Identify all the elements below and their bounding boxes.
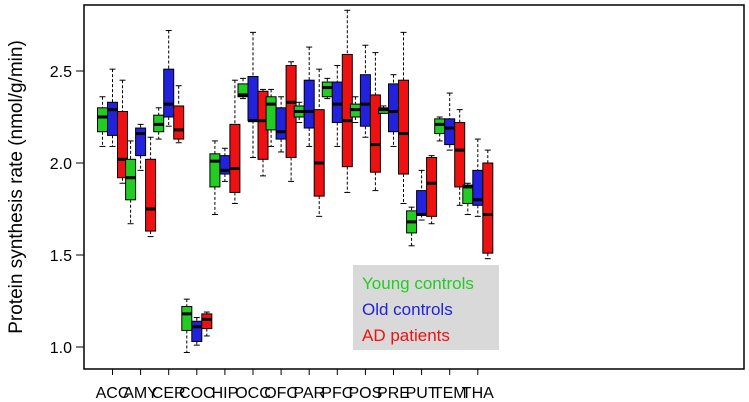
box-old-coc	[191, 317, 203, 346]
x-tick-label: ACC	[96, 385, 130, 402]
x-tick-label: THA	[462, 385, 494, 402]
box-young-coc	[181, 298, 193, 354]
x-tick-label: CER	[152, 385, 186, 402]
box-ad-tha	[482, 149, 494, 260]
y-tick-label: 1.5	[50, 248, 72, 265]
group-pre	[378, 31, 409, 204]
box-young-put	[406, 206, 418, 247]
y-tick-label: 2.5	[50, 64, 72, 81]
box-body	[369, 94, 381, 173]
x-tick-label: TEM	[433, 385, 467, 402]
box-body	[359, 74, 371, 127]
legend-entry-young: Young controls	[362, 274, 474, 293]
box-ad-amy	[145, 136, 157, 238]
y-tick-label: 2.0	[50, 156, 72, 173]
box-ad-put	[426, 155, 438, 225]
box-young-cer	[153, 107, 165, 140]
group-pfc	[321, 9, 353, 193]
x-tick-label: OFC	[264, 385, 298, 402]
box-body	[303, 79, 315, 129]
box-body	[97, 107, 108, 133]
box-body	[444, 118, 456, 146]
y-axis-label: Protein synthesis rate (nmol/g/min)	[6, 40, 27, 334]
box-body	[313, 109, 325, 197]
box-young-acc	[97, 96, 108, 147]
group-cer	[153, 30, 185, 144]
box-body	[191, 320, 203, 342]
box-body	[209, 153, 221, 188]
box-body	[201, 313, 213, 330]
box-body	[426, 156, 438, 217]
box-body	[398, 79, 409, 175]
box-groups	[97, 9, 494, 354]
box-body	[247, 76, 259, 122]
y-tick-label: 1.0	[50, 340, 72, 357]
box-old-amy	[135, 123, 147, 171]
box-body	[434, 118, 446, 135]
box-body	[454, 122, 466, 188]
box-young-pre	[378, 105, 389, 114]
box-old-hip	[219, 147, 231, 182]
x-tick-label: PUT	[406, 385, 438, 402]
box-body	[482, 162, 494, 254]
box-ad-pre	[398, 31, 409, 204]
x-tick-label: PAR	[293, 385, 325, 402]
box-body	[145, 158, 157, 232]
group-ofc	[265, 61, 297, 182]
group-pos	[349, 44, 381, 192]
group-coc	[181, 298, 213, 354]
box-ad-hip	[229, 79, 241, 204]
box-young-par	[293, 101, 305, 124]
box-ad-coc	[201, 311, 213, 337]
group-amy	[125, 123, 157, 238]
box-ad-pfc	[341, 9, 353, 193]
box-body	[107, 101, 118, 136]
plot-frame	[83, 4, 745, 370]
box-body	[229, 123, 241, 193]
legend-entry-ad: AD patients	[362, 326, 450, 345]
group-par	[293, 46, 325, 217]
box-body	[117, 110, 128, 179]
x-axis: ACCAMYCERCOCHIPOCCOFCPARPFCPOSPREPUTTEMT…	[96, 369, 494, 402]
box-body	[331, 81, 343, 124]
y-axis: 1.0 1.5 2.0 2.5	[50, 64, 84, 357]
group-tem	[434, 92, 466, 206]
box-old-par	[303, 46, 315, 147]
box-body	[416, 190, 428, 216]
box-old-pfc	[331, 64, 343, 147]
x-tick-label: HIP	[212, 385, 239, 402]
x-tick-label: OCC	[235, 385, 271, 402]
box-old-cer	[163, 30, 175, 127]
box-old-tha	[472, 138, 484, 217]
group-hip	[209, 79, 241, 216]
x-tick-label: AMY	[123, 385, 158, 402]
box-body	[181, 306, 193, 331]
box-body	[265, 96, 277, 131]
box-body	[321, 81, 333, 98]
group-tha	[462, 138, 494, 260]
box-body	[163, 68, 175, 118]
box-body	[388, 83, 399, 133]
box-ad-pos	[369, 52, 381, 192]
box-ad-par	[313, 68, 325, 217]
box-body	[173, 105, 185, 140]
x-tick-label: PRE	[377, 385, 410, 402]
legend-entry-old: Old controls	[362, 300, 453, 319]
x-tick-label: POS	[349, 385, 383, 402]
x-tick-label: PFC	[321, 385, 353, 402]
box-young-amy	[125, 140, 137, 225]
box-body	[275, 107, 287, 140]
box-body	[125, 158, 137, 201]
group-put	[406, 155, 438, 247]
box-body	[135, 127, 147, 157]
box-ad-cer	[173, 85, 185, 144]
legend-background	[353, 265, 499, 350]
x-tick-label: COC	[179, 385, 215, 402]
legend: Young controls Old controls AD patients	[353, 265, 499, 350]
box-ad-tem	[454, 109, 466, 206]
